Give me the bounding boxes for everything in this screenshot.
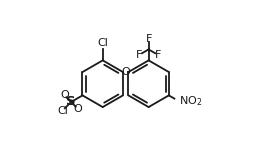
Text: F: F (145, 34, 152, 44)
Text: Cl: Cl (57, 105, 68, 116)
Text: O: O (73, 104, 82, 114)
Text: O: O (121, 67, 130, 77)
Text: F: F (136, 50, 143, 60)
Text: S: S (66, 95, 76, 109)
Text: NO$_2$: NO$_2$ (179, 94, 202, 108)
Text: Cl: Cl (97, 38, 108, 48)
Text: O: O (60, 90, 69, 100)
Text: F: F (154, 50, 161, 60)
